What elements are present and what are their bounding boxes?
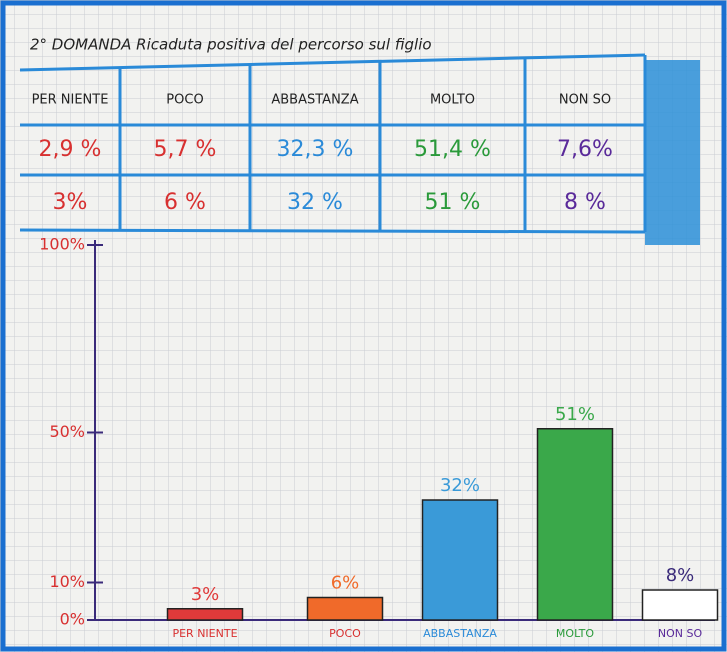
y-tick-label: 100% (39, 235, 85, 254)
table-cell: 51,4 % (414, 137, 491, 162)
value-label: 3% (191, 584, 220, 605)
table-cell: 51 % (425, 190, 481, 215)
bar (166, 608, 244, 621)
table-cell: 3% (53, 190, 88, 215)
table-cell: 8 % (564, 190, 606, 215)
bar (536, 428, 614, 621)
table-lines (19, 53, 647, 234)
x-tick-label: MOLTO (556, 627, 594, 640)
header-cell: NON SO (559, 93, 611, 108)
bar (641, 589, 719, 621)
table-cell: 2,9 % (39, 137, 102, 162)
bar (306, 596, 384, 621)
header-cell: ABBASTANZA (271, 93, 358, 108)
value-label: 32% (440, 475, 480, 496)
header-cell: MOLTO (430, 93, 475, 108)
table-cell: 6 % (164, 190, 206, 215)
y-tick-label: 0% (60, 610, 85, 629)
x-tick-label: POCO (329, 627, 361, 640)
table-cell: 32 % (287, 190, 343, 215)
table: PER NIENTE 2,9 % 3% POCO 5,7 % 6 % ABBASTANZA 3… (32, 93, 613, 216)
bar (421, 499, 499, 621)
chart: 0% 10% 50% 100% 3% PER NIENTE 6% POCO 32% ABBASTA… (39, 235, 719, 640)
table-title: 2° DOMANDA Ricaduta positiva del percors… (30, 36, 432, 54)
y-tick-label: 10% (49, 572, 85, 591)
table-cell: 7,6% (557, 137, 613, 162)
blue-block (645, 60, 700, 245)
table-cell: 5,7 % (154, 137, 217, 162)
header-cell: PER NIENTE (32, 93, 109, 108)
header-cell: POCO (166, 93, 203, 108)
value-label: 8% (666, 565, 695, 586)
y-tick-label: 50% (49, 422, 85, 441)
x-tick-label: ABBASTANZA (423, 627, 497, 640)
x-tick-label: PER NIENTE (172, 627, 237, 640)
value-label: 6% (331, 573, 360, 594)
table-cell: 32,3 % (277, 137, 354, 162)
x-tick-label: NON SO (658, 627, 703, 640)
value-label: 51% (555, 404, 595, 425)
